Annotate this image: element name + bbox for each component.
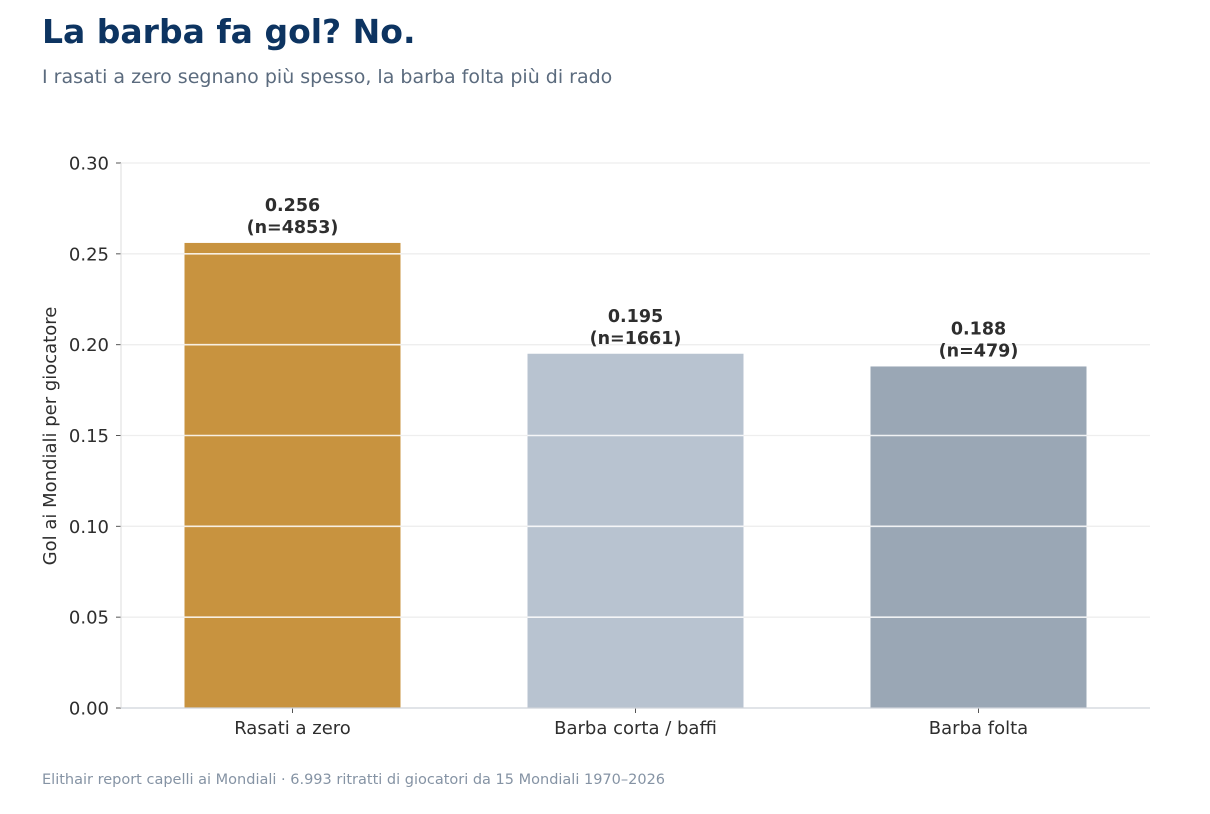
data-labels: 0.256(n=4853) 0.195(n=1661) 0.188(n=479) — [247, 196, 1019, 362]
data-label-value: 0.256 — [265, 196, 320, 216]
y-tick-label: 0.15 — [69, 426, 109, 447]
bar — [527, 353, 744, 708]
y-tick-label: 0.25 — [69, 244, 109, 265]
data-label-sample: (n=1661) — [590, 329, 682, 349]
y-tick-label: 0.00 — [69, 699, 109, 720]
bar-gridline-overlay — [184, 253, 1087, 618]
y-tick-label: 0.10 — [69, 517, 109, 538]
data-label-sample: (n=4853) — [247, 218, 339, 238]
chart-subtitle: I rasati a zero segnano più spesso, la b… — [42, 66, 613, 88]
x-tick-label: Rasati a zero — [234, 718, 351, 739]
source-note: Elithair report capelli ai Mondiali · 6.… — [42, 772, 666, 788]
bar — [870, 366, 1087, 708]
chart-title: La barba fa gol? No. — [42, 12, 416, 51]
data-label-value: 0.195 — [608, 307, 663, 327]
y-tick-label: 0.20 — [69, 335, 109, 356]
bar — [184, 242, 401, 708]
axes: 0.00 0.05 0.10 0.15 0.20 0.25 0.30 Rasati a zer… — [69, 154, 1150, 739]
y-axis-title: Gol ai Mondiali per giocatore — [40, 307, 61, 566]
x-tick-label: Barba corta / baffi — [554, 718, 717, 739]
data-label-sample: (n=479) — [939, 341, 1019, 361]
bars — [184, 242, 1087, 708]
x-tick-label: Barba folta — [929, 718, 1028, 739]
y-tick-label: 0.05 — [69, 608, 109, 629]
y-tick-label: 0.30 — [69, 154, 109, 175]
data-label-value: 0.188 — [951, 319, 1006, 339]
